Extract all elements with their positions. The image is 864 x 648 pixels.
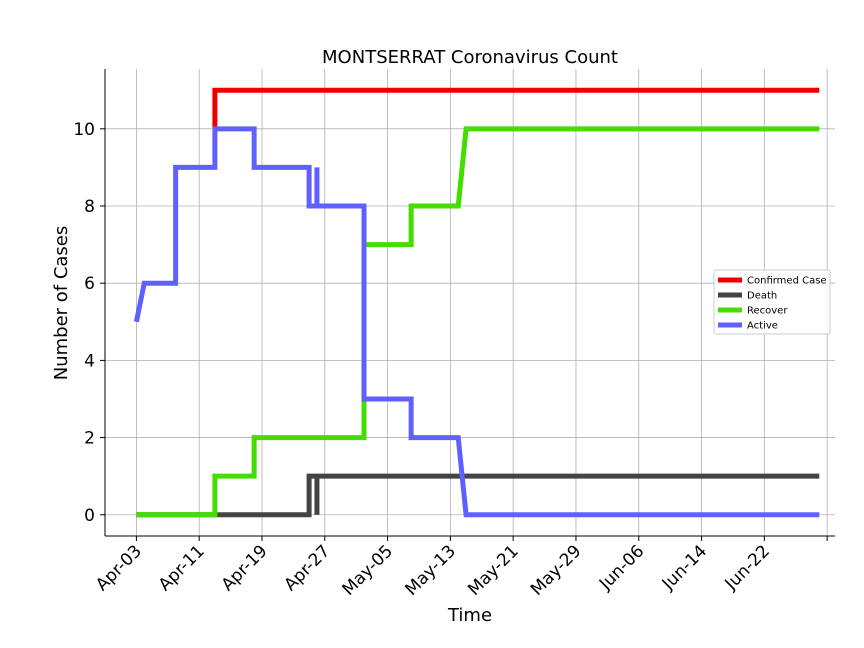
legend-entry: Death xyxy=(747,291,777,302)
x-tick-label: May-05 xyxy=(339,541,397,599)
chart-title: MONTSERRAT Coronavirus Count xyxy=(322,47,618,68)
x-tick-label: Jun-22 xyxy=(721,541,774,594)
y-tick-label: 2 xyxy=(84,429,95,449)
series-line-confirmed-case xyxy=(212,87,820,129)
x-axis-ticks: Apr-03 Apr-11 Apr-19 Apr-27 May-05 May-13 May-… xyxy=(92,536,828,600)
series-line-active xyxy=(133,126,820,518)
x-tick-label: Apr-27 xyxy=(281,541,335,595)
series-line-death xyxy=(136,473,820,518)
legend-entry: Confirmed Case xyxy=(747,276,827,287)
y-tick-label: 10 xyxy=(73,120,95,140)
legend: Confirmed Case Death Recover Active xyxy=(713,269,831,335)
legend-frame xyxy=(713,269,831,335)
legend-entry: Active xyxy=(747,321,778,332)
y-tick-label: 6 xyxy=(84,274,95,294)
x-tick-label: Apr-19 xyxy=(218,541,272,595)
x-tick-label: Apr-11 xyxy=(155,541,209,595)
y-tick-label: 8 xyxy=(84,197,95,217)
x-tick-label: Jun-06 xyxy=(595,541,648,594)
y-tick-label: 4 xyxy=(84,351,95,371)
y-axis-ticks: 0 2 4 6 8 10 xyxy=(73,120,105,526)
x-tick-label: May-21 xyxy=(464,541,522,599)
legend-entry: Recover xyxy=(747,306,788,317)
y-axis-label: Number of Cases xyxy=(51,226,72,381)
x-axis-label: Time xyxy=(447,605,492,626)
y-tick-label: 0 xyxy=(84,506,95,526)
series-lines xyxy=(133,87,820,518)
x-tick-label: Jun-14 xyxy=(658,541,711,594)
x-tick-label: Apr-03 xyxy=(92,541,146,595)
x-tick-label: May-29 xyxy=(527,541,585,599)
x-tick-label: May-13 xyxy=(401,541,459,599)
